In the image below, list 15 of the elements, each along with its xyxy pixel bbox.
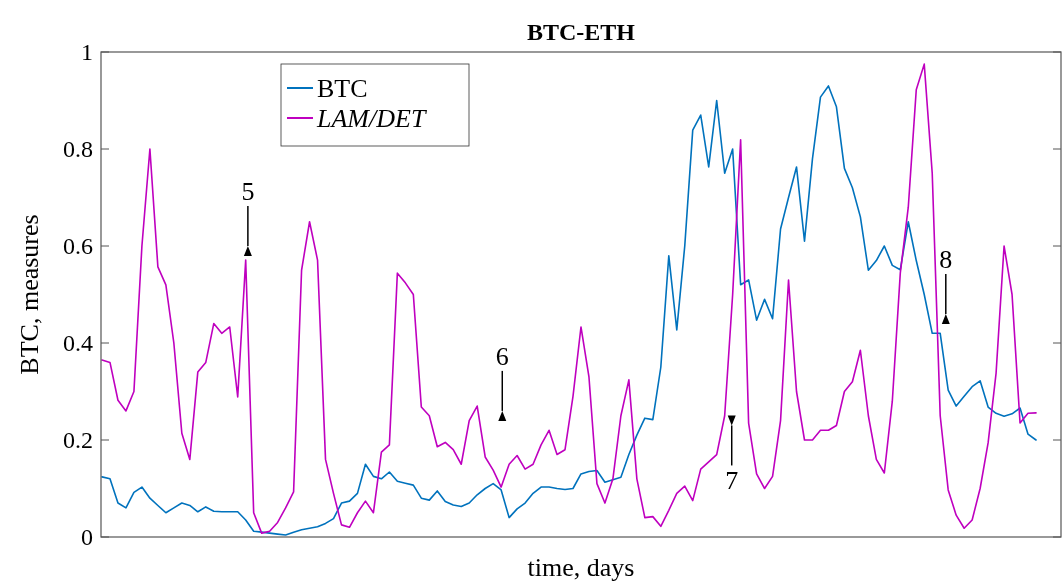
legend-label: LAM/DET bbox=[316, 104, 427, 134]
x-axis-title: time, days bbox=[527, 553, 635, 582]
y-tick-label: 0 bbox=[81, 524, 93, 551]
y-axis-title: BTC, measures bbox=[15, 214, 44, 375]
y-tick-label: 0.8 bbox=[63, 136, 93, 163]
annotation: 5 bbox=[241, 177, 255, 206]
chart-title: BTC-ETH bbox=[526, 19, 636, 45]
legend-label: BTC bbox=[317, 74, 368, 104]
y-tick-label: 0.2 bbox=[63, 427, 93, 454]
y-tick-label: 0.4 bbox=[63, 330, 93, 357]
annotation: 8 bbox=[939, 244, 953, 274]
annotation: 6 bbox=[495, 341, 509, 371]
y-tick-label: 0.6 bbox=[63, 233, 93, 260]
annotation: 7 bbox=[725, 466, 739, 496]
y-tick-label: 1 bbox=[81, 39, 93, 66]
